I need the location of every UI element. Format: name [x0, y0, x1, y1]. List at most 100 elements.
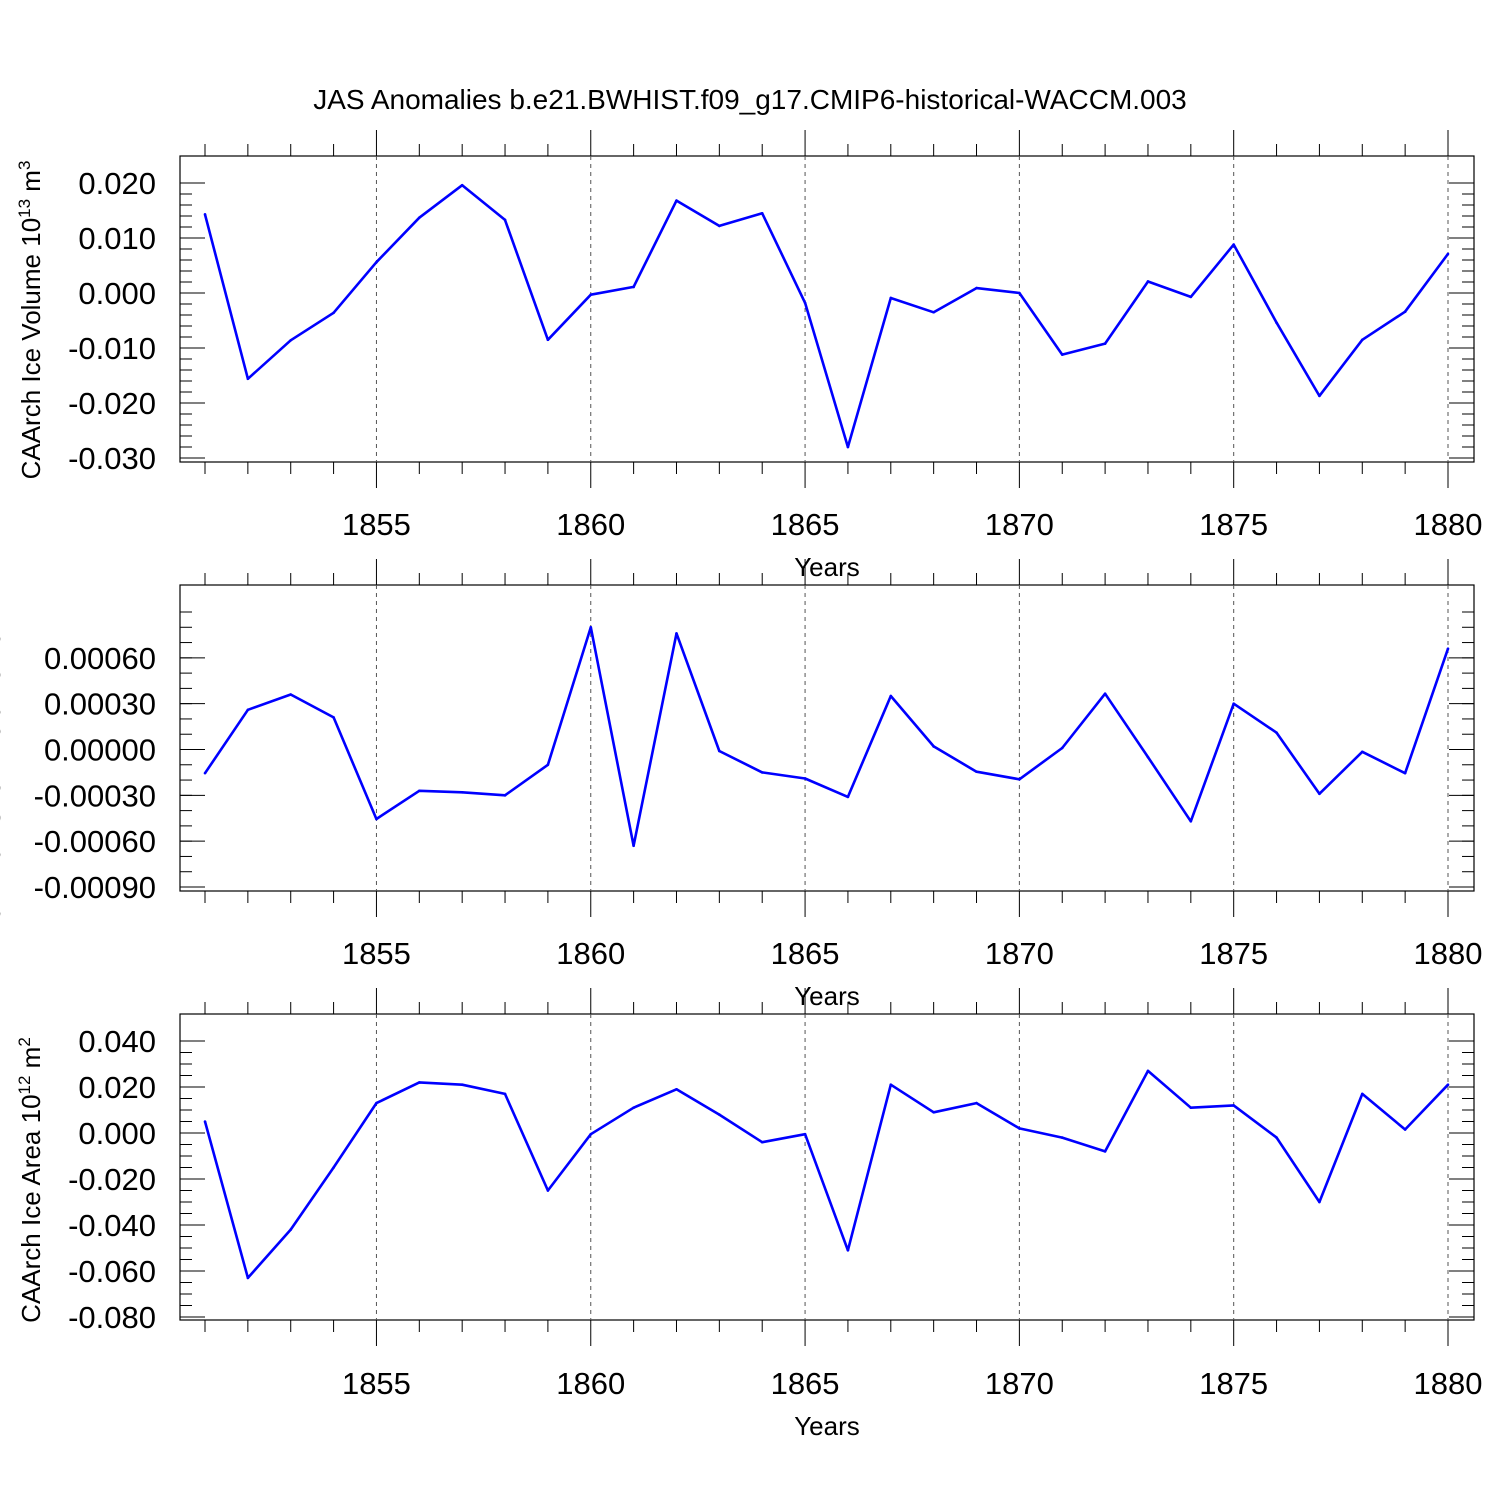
data-point: [932, 1111, 935, 1114]
plot-frame: [179, 1013, 1475, 1321]
figure-title: JAS Anomalies b.e21.BWHIST.f09_g17.CMIP6…: [313, 84, 1187, 115]
y-tick-label: -0.010: [68, 331, 156, 366]
y-axis-title: CAArch Snow Volume 1013 m3: [0, 574, 6, 923]
x-axis-title: Years: [794, 981, 860, 1011]
series-line: [203, 183, 1450, 449]
x-tick-label: 1875: [1199, 1366, 1268, 1401]
x-tick-label: 1875: [1199, 507, 1268, 542]
data-point: [246, 708, 250, 712]
data-point: [846, 445, 850, 449]
data-point: [846, 795, 850, 799]
data-point: [1275, 321, 1278, 325]
data-point: [675, 199, 678, 202]
data-point: [1446, 1083, 1450, 1086]
data-point: [1232, 702, 1235, 705]
panels: 0.020 0.010 0.000 -0.010 -0.020 -0.030 1855 186…: [0, 130, 1482, 1441]
data-point: [503, 794, 507, 797]
data-point: [460, 183, 464, 187]
x-tick-label: 1870: [985, 1366, 1054, 1401]
data-point: [203, 1120, 207, 1123]
data-point: [760, 1140, 764, 1144]
data-point: [1318, 394, 1321, 398]
data-point: [889, 694, 893, 698]
x-tick-label: 1870: [985, 507, 1054, 542]
data-point: [418, 789, 421, 793]
y-tick-label: -0.00030: [34, 778, 156, 813]
data-point: [975, 286, 978, 290]
plot-frame: [179, 155, 1475, 463]
data-point: [332, 1166, 335, 1169]
data-point: [760, 211, 764, 215]
data-point: [1060, 746, 1064, 750]
data-point: [1360, 338, 1364, 342]
data-point: [546, 763, 550, 767]
data-point: [1103, 692, 1107, 696]
data-point: [675, 632, 678, 635]
data-point: [203, 213, 207, 216]
x-tick-label: 1860: [556, 936, 625, 971]
data-point: [503, 218, 507, 222]
chart-panel-1: 0.020 0.010 0.000 -0.010 -0.020 -0.030 1855 186…: [15, 130, 1482, 582]
y-axis-title: CAArch Ice Area 1012 m2: [15, 1037, 46, 1323]
x-tick-label: 1880: [1414, 507, 1483, 542]
data-point: [375, 260, 378, 264]
plot-frame: [179, 584, 1475, 892]
x-tick-label: 1855: [342, 507, 411, 542]
data-point: [332, 716, 335, 719]
y-tick-label: -0.080: [68, 1300, 156, 1335]
data-point: [246, 377, 250, 381]
data-point: [418, 216, 421, 219]
data-point: [589, 1132, 593, 1136]
x-tick-label: 1865: [771, 507, 840, 542]
data-point: [289, 1228, 293, 1231]
data-point: [1275, 731, 1278, 734]
y-tick-label: 0.00060: [44, 641, 156, 676]
data-point: [289, 693, 293, 696]
data-point: [1360, 1092, 1364, 1096]
x-axis-title: Years: [794, 552, 860, 582]
x-tick-label: 1880: [1414, 1366, 1483, 1401]
y-tick-label: -0.040: [68, 1208, 156, 1243]
data-point: [803, 777, 807, 780]
data-point: [889, 296, 893, 300]
y-tick-label: 0.020: [78, 1070, 156, 1105]
y-tick-label: -0.00060: [34, 824, 156, 859]
x-tick-label: 1860: [556, 507, 625, 542]
data-point: [1146, 755, 1150, 759]
data-point: [1103, 342, 1107, 345]
y-axis-title: CAArch Ice Volume 1013 m3: [15, 161, 46, 480]
series-line: [203, 625, 1450, 848]
data-point: [1403, 771, 1407, 775]
data-point: [1403, 1128, 1407, 1131]
data-point: [546, 1189, 550, 1192]
y-tick-label: 0.00000: [44, 733, 156, 768]
data-point: [1446, 647, 1450, 650]
chart-panel-2: 0.00060 0.00030 0.00000 -0.00030 -0.00060 -0.…: [0, 559, 1482, 1011]
data-point: [375, 1101, 378, 1105]
data-point: [1060, 353, 1064, 356]
data-point: [1318, 1200, 1321, 1204]
data-point: [932, 745, 935, 748]
x-tick-label: 1855: [342, 936, 411, 971]
data-point: [1232, 243, 1235, 246]
data-point: [632, 1106, 635, 1109]
data-point: [460, 1083, 464, 1086]
data-point: [1403, 310, 1407, 314]
data-point: [460, 790, 464, 794]
series-line: [203, 1069, 1449, 1280]
y-tick-label: -0.00090: [34, 870, 156, 905]
data-point: [1060, 1136, 1064, 1139]
data-point: [203, 771, 207, 775]
data-point: [1189, 820, 1193, 823]
data-point: [1018, 1127, 1021, 1130]
data-point: [1103, 1150, 1107, 1153]
data-point: [503, 1092, 507, 1096]
y-tick-label: -0.060: [68, 1254, 156, 1289]
data-point: [760, 771, 764, 774]
data-point: [246, 1276, 250, 1280]
x-tick-label: 1870: [985, 936, 1054, 971]
x-tick-label: 1860: [556, 1366, 625, 1401]
data-point: [1146, 280, 1150, 283]
x-tick-label: 1880: [1414, 936, 1483, 971]
